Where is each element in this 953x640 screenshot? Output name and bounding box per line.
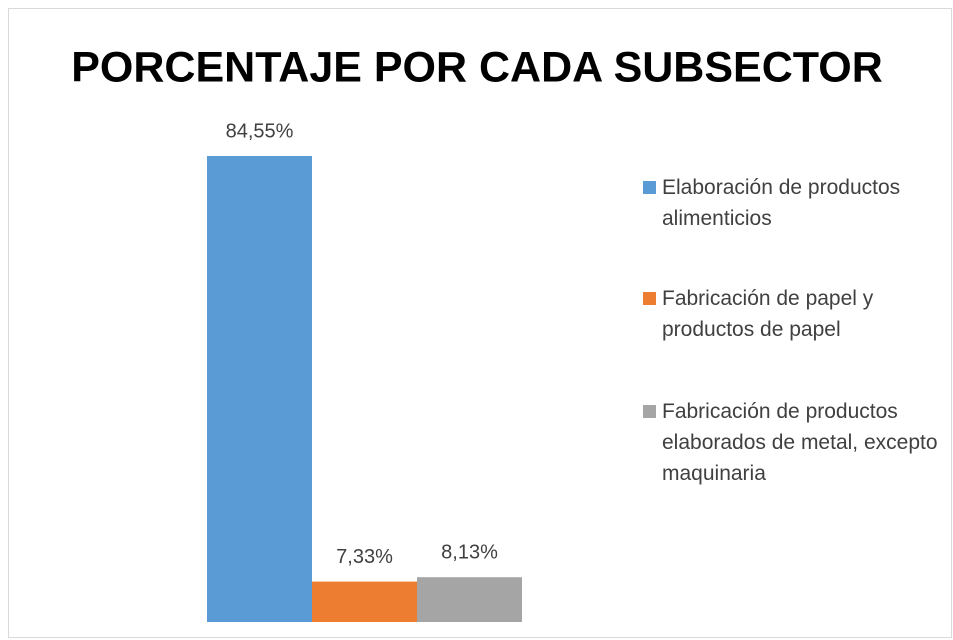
data-label: 7,33%: [336, 546, 393, 568]
chart-border: [8, 8, 952, 638]
legend-label: Elaboración de productos alimenticios: [662, 176, 901, 230]
bar: [312, 581, 417, 622]
data-label: 84,55%: [226, 120, 294, 142]
bar: [207, 156, 312, 622]
data-label: 8,13%: [441, 541, 498, 563]
bar: [417, 577, 522, 622]
chart-title: PORCENTAJE POR CADA SUBSECTOR: [71, 43, 883, 91]
legend-swatch: [643, 181, 656, 194]
legend-label: Fabricación de productos elaborados de m…: [662, 400, 938, 485]
legend-swatch: [643, 292, 656, 305]
legend-swatch: [643, 405, 656, 418]
legend-label: Fabricación de papel y productos de pape…: [662, 287, 874, 341]
